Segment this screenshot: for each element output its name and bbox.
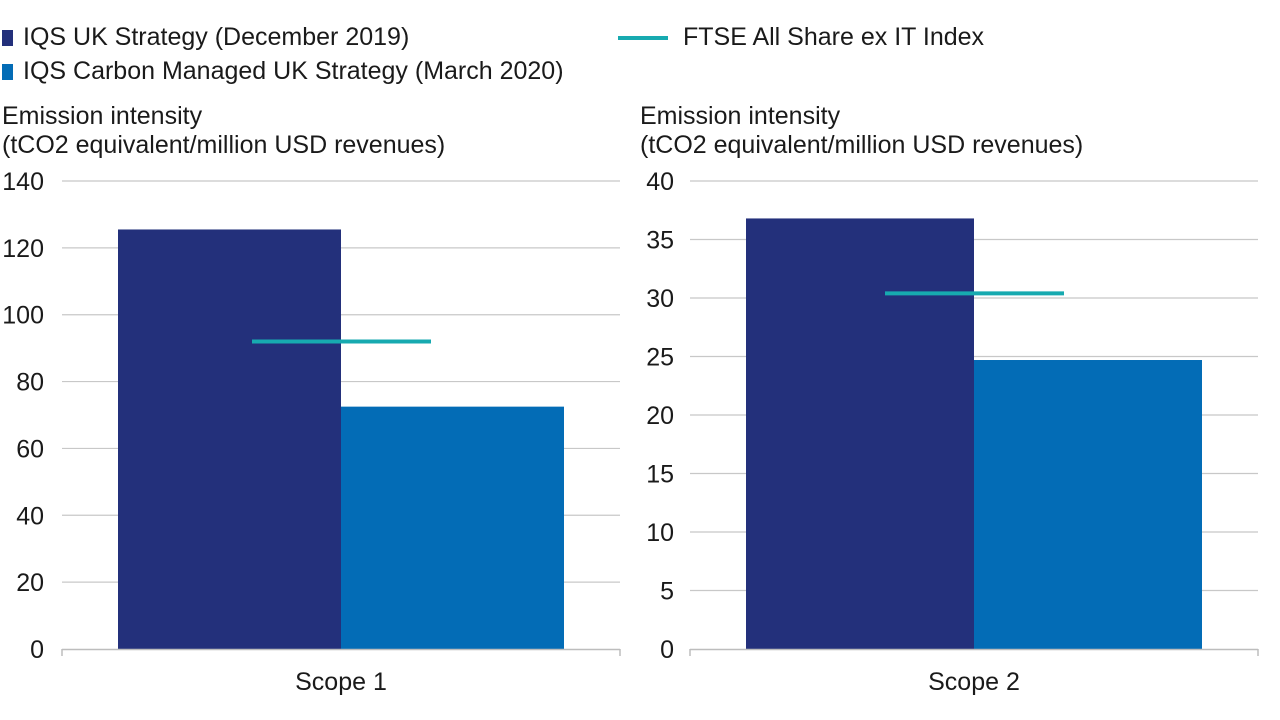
y-tick-label-scope2: 15 bbox=[646, 461, 674, 489]
y-axis-title-scope1: Emission intensity (tCO2 equivalent/mill… bbox=[2, 102, 445, 160]
x-category-label-scope1: Scope 1 bbox=[295, 668, 387, 696]
y-tick-label-scope1: 0 bbox=[30, 636, 44, 664]
legend-label-ftse: FTSE All Share ex IT Index bbox=[683, 23, 985, 51]
bar-scope1-series-1 bbox=[118, 229, 341, 649]
y-axis-title-scope2-line1: Emission intensity bbox=[640, 102, 841, 130]
legend-item-iqs-carbon: IQS Carbon Managed UK Strategy (March 20… bbox=[2, 57, 564, 86]
y-tick-label-scope1: 100 bbox=[2, 302, 44, 330]
legend-swatch-ftse bbox=[618, 35, 668, 40]
y-tick-label-scope2: 35 bbox=[646, 227, 674, 255]
legend-label-iqs-uk: IQS UK Strategy (December 2019) bbox=[23, 23, 410, 51]
y-tick-label-scope1: 20 bbox=[16, 569, 44, 597]
y-tick-label-scope2: 25 bbox=[646, 344, 674, 372]
y-tick-label-scope1: 80 bbox=[16, 369, 44, 397]
y-tick-label-scope1: 40 bbox=[16, 502, 44, 530]
y-tick-label-scope2: 10 bbox=[646, 519, 674, 547]
x-category-label-scope2: Scope 2 bbox=[928, 668, 1020, 696]
y-axis-title-scope1-line2: (tCO2 equivalent/million USD revenues) bbox=[2, 131, 446, 159]
y-tick-label-scope2: 0 bbox=[660, 636, 674, 664]
legend-swatch-iqs-carbon bbox=[2, 63, 13, 80]
y-tick-label-scope2: 5 bbox=[660, 578, 674, 606]
legend-swatch-iqs-uk bbox=[2, 29, 13, 46]
y-tick-label-scope2: 20 bbox=[646, 402, 674, 430]
y-axis-title-scope2-line2: (tCO2 equivalent/million USD revenues) bbox=[640, 131, 1084, 159]
bar-scope2-series-2 bbox=[974, 360, 1202, 649]
legend-item-iqs-uk: IQS UK Strategy (December 2019) bbox=[2, 23, 409, 52]
legend-label-iqs-carbon: IQS Carbon Managed UK Strategy (March 20… bbox=[23, 57, 564, 85]
y-axis-title-scope2: Emission intensity (tCO2 equivalent/mill… bbox=[640, 102, 1083, 160]
y-tick-label-scope1: 120 bbox=[2, 235, 44, 263]
y-tick-label-scope1: 140 bbox=[2, 168, 44, 196]
y-axis-title-scope1-line1: Emission intensity bbox=[2, 102, 203, 130]
y-tick-label-scope2: 30 bbox=[646, 285, 674, 313]
y-tick-label-scope2: 40 bbox=[646, 168, 674, 196]
bar-scope1-series-2 bbox=[341, 406, 564, 649]
y-tick-label-scope1: 60 bbox=[16, 435, 44, 463]
legend-item-ftse: FTSE All Share ex IT Index bbox=[618, 23, 984, 52]
bar-scope2-series-1 bbox=[746, 218, 974, 649]
